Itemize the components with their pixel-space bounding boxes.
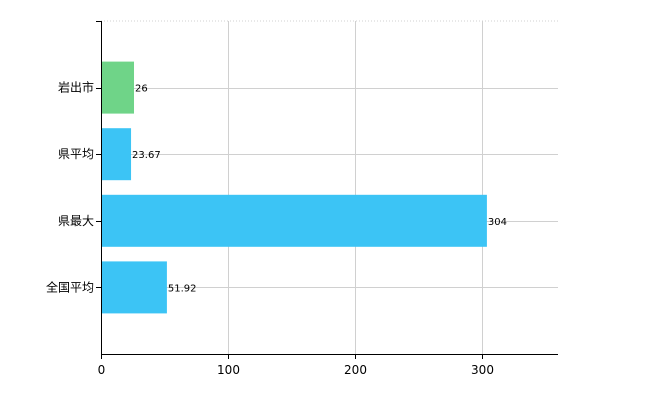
bar [101, 194, 487, 247]
axes-group [96, 21, 558, 359]
category-label: 県最大 [58, 214, 94, 228]
bar [101, 61, 135, 114]
x-tick-label: 100 [217, 363, 240, 377]
category-label: 岩出市 [58, 80, 94, 95]
bar-value-label: 51.92 [168, 283, 197, 294]
bars-group [101, 61, 487, 314]
bar [101, 128, 132, 181]
x-tick-label: 200 [344, 363, 367, 377]
grid-lines [101, 20, 558, 354]
category-label: 全国平均 [46, 279, 94, 294]
labels-group: 0 100 200 300 26 岩出市 23.67 県平均 304 県最大 51.92 全国平均 [46, 80, 507, 377]
bar-value-label: 23.67 [132, 150, 161, 161]
bar [101, 261, 167, 314]
bar-value-label: 26 [135, 84, 148, 95]
category-label: 県平均 [58, 147, 94, 161]
bar-value-label: 304 [488, 217, 507, 228]
x-tick-label: 0 [98, 363, 106, 377]
x-tick-label: 300 [471, 363, 494, 377]
